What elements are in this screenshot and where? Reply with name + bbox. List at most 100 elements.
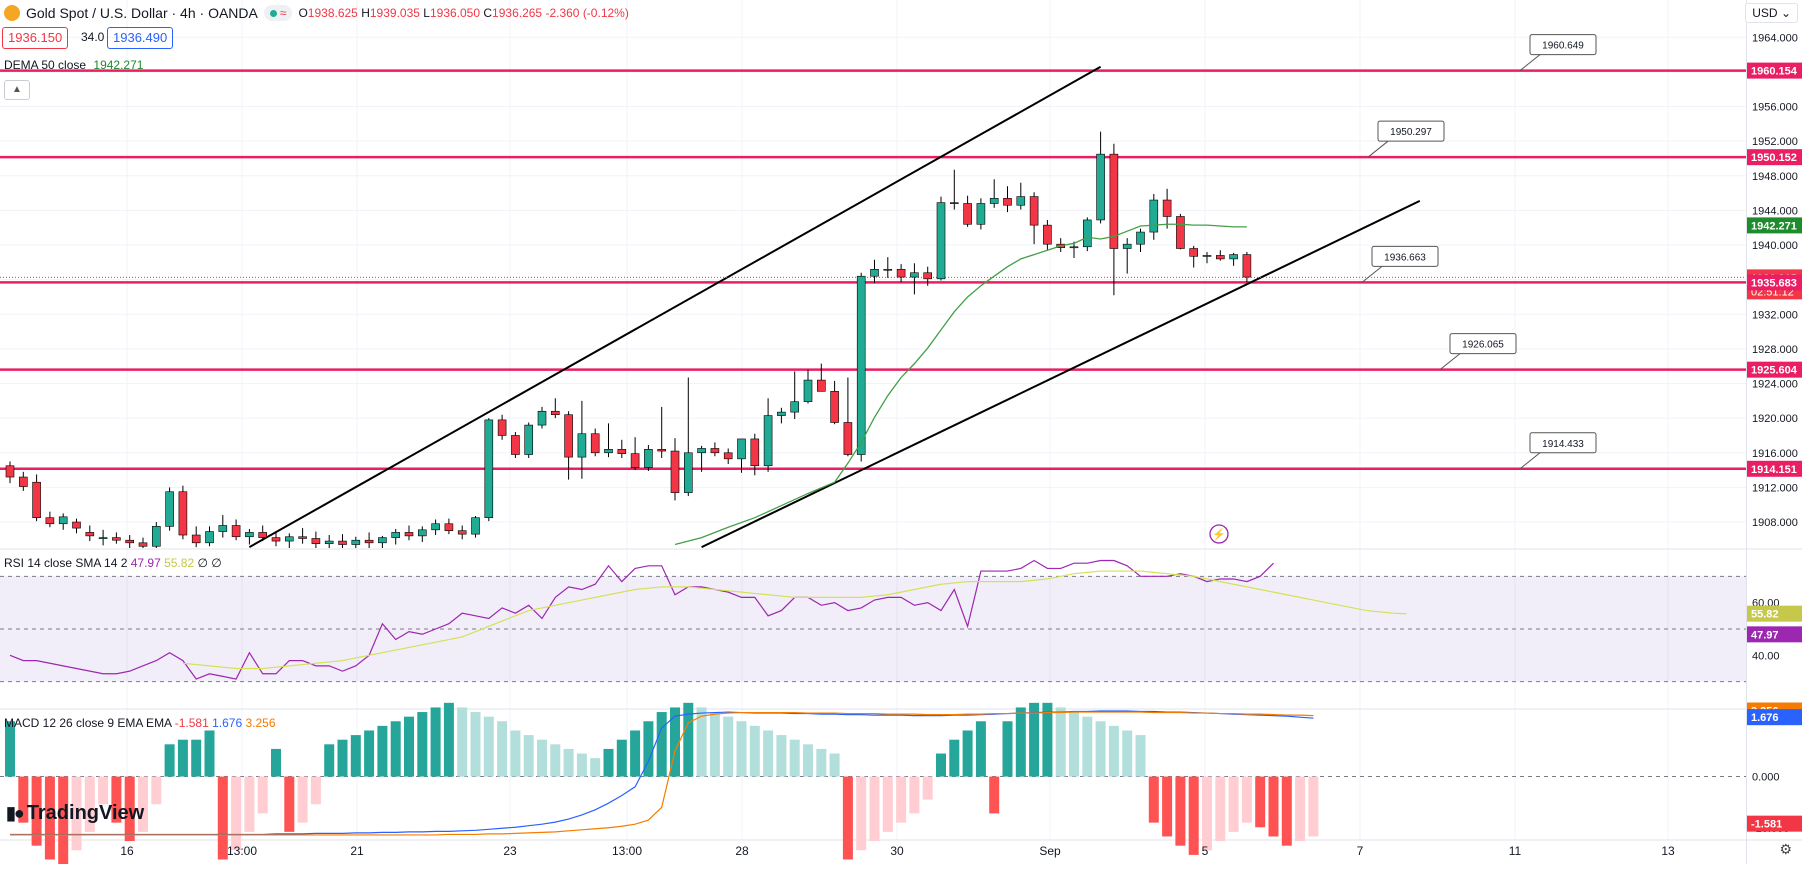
rsi-legend[interactable]: RSI 14 close SMA 14 2 47.97 55.82 ∅ ∅	[4, 556, 222, 570]
price-axis-tick-label: 1964.000	[1752, 32, 1798, 44]
symbol-header: Gold Spot / U.S. Dollar · 4h · OANDA ≈ O…	[0, 2, 629, 24]
gear-icon[interactable]: ⚙	[1779, 841, 1792, 857]
bearish-candle	[1176, 213, 1185, 250]
macd-histogram-bar	[284, 776, 295, 832]
macd-histogram-bar	[18, 776, 29, 823]
price-scale-badge	[1747, 149, 1802, 166]
macd-histogram-bar	[656, 712, 667, 777]
price-scale-badge	[1747, 62, 1802, 79]
bullish-candle	[431, 519, 440, 536]
bullish-candle	[870, 259, 879, 284]
macd-histogram-bar	[1095, 721, 1106, 777]
bullish-candle	[1229, 252, 1238, 266]
rsi-scale-badge-label: 55.82	[1751, 609, 1779, 621]
candle-body	[657, 449, 667, 452]
gold-symbol-icon[interactable]	[4, 5, 20, 21]
candle-body	[923, 272, 933, 280]
bullish-candle	[683, 377, 693, 497]
bullish-candle	[644, 444, 653, 471]
tradingview-logo[interactable]: ▮● TradingView	[6, 802, 144, 825]
bullish-candle	[763, 398, 773, 472]
bullish-candle	[1096, 131, 1105, 224]
bearish-candle	[311, 531, 321, 548]
candle-body	[630, 453, 640, 468]
currency-selector[interactable]: USD ⌄	[1745, 3, 1798, 23]
macd-histogram-bar	[1202, 776, 1212, 851]
candle-body	[298, 536, 307, 539]
macd-histogram-bar	[1255, 776, 1266, 828]
bullish-candle	[417, 526, 427, 542]
macd-histogram-bar	[1162, 776, 1173, 837]
macd-histogram-bar	[1241, 776, 1252, 823]
macd-histogram-bar	[550, 744, 561, 777]
currency-label: USD	[1752, 6, 1778, 20]
macd-histogram-bar	[1002, 721, 1013, 777]
bearish-candle	[497, 414, 507, 440]
bearish-candle	[710, 442, 720, 457]
candle-body	[311, 538, 321, 544]
bearish-candle	[1162, 188, 1172, 229]
bearish-candle	[617, 439, 627, 458]
buy-price-button[interactable]: 1936.490	[107, 27, 174, 49]
candle-body	[58, 516, 68, 525]
level-callout-label: 1926.065	[1462, 340, 1504, 351]
time-axis-label: 21	[350, 844, 364, 858]
bearish-candle	[191, 526, 201, 548]
level-callout-label: 1960.649	[1542, 41, 1584, 52]
macd-histogram-bar	[1122, 730, 1133, 777]
macd-histogram-bar	[1268, 776, 1279, 837]
candle-body	[550, 410, 560, 416]
macd-legend[interactable]: MACD 12 26 close 9 EMA EMA -1.581 1.676 …	[4, 716, 276, 730]
macd-scale-badge-label: -1.581	[1751, 819, 1782, 831]
bearish-candle	[630, 437, 640, 471]
bullish-candle	[351, 536, 361, 548]
candle-body	[803, 379, 813, 403]
price-scale-badge-label: 1942.271	[1751, 220, 1797, 232]
macd-histogram-bar	[164, 744, 175, 777]
bullish-candle	[976, 198, 986, 230]
macd-histogram-bar	[417, 712, 428, 777]
dema-legend[interactable]: DEMA 50 close 1942.271	[4, 58, 143, 72]
bullish-candle	[378, 535, 387, 548]
bearish-candle	[231, 519, 241, 541]
bullish-candle	[471, 515, 480, 538]
upper-channel-line	[248, 65, 1102, 548]
macd-histogram-bar	[1108, 725, 1119, 777]
market-status-pill[interactable]: ≈	[263, 5, 293, 21]
open-value: 1938.625	[307, 6, 358, 20]
macd-histogram-bar	[1042, 702, 1053, 777]
macd-histogram-bar	[457, 707, 468, 777]
bullish-candle	[218, 515, 228, 538]
callout-box	[1377, 120, 1445, 142]
candle-body	[870, 268, 879, 277]
bearish-candle	[138, 537, 148, 548]
candle-body	[777, 411, 786, 416]
candle-body	[710, 448, 720, 454]
collapse-legend-button[interactable]: ▲	[4, 80, 30, 100]
candle-body	[577, 433, 587, 458]
macd-histogram-bar	[643, 721, 654, 777]
bullish-candle	[98, 529, 108, 546]
macd-histogram-bar	[1281, 776, 1292, 846]
bullish-candle	[1136, 228, 1145, 252]
macd-histogram-bar	[350, 735, 361, 777]
high-label: H	[361, 6, 370, 20]
macd-histogram-bar	[749, 725, 760, 777]
price-axis-tick-label: 1912.000	[1752, 482, 1798, 494]
sell-price-button[interactable]: 1936.150	[2, 27, 69, 49]
macd-histogram-bar	[936, 753, 946, 777]
candle-body	[617, 449, 627, 454]
callout-box	[1529, 34, 1597, 56]
rsi-sma-legend-value: 55.82	[164, 556, 195, 570]
bearish-candle	[72, 518, 81, 534]
market-open-icon	[269, 9, 277, 17]
bullish-candle	[790, 371, 800, 420]
symbol-title[interactable]: Gold Spot / U.S. Dollar · 4h · OANDA	[26, 5, 258, 21]
macd-histogram-bar	[244, 776, 255, 832]
candle-body	[364, 539, 374, 544]
bullish-candle	[1016, 182, 1026, 210]
macd-histogram-bar	[842, 776, 853, 860]
macd-histogram-bar	[324, 744, 335, 777]
